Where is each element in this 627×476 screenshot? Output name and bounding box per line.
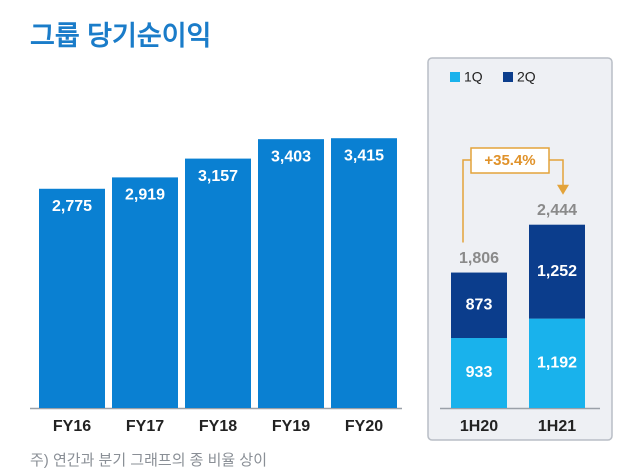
legend-swatch bbox=[450, 72, 460, 82]
arrow bbox=[549, 159, 564, 187]
x-tick-label: FY20 bbox=[345, 418, 383, 435]
x-tick-label: FY17 bbox=[126, 418, 164, 435]
value-label: 2,775 bbox=[52, 198, 92, 215]
annotation: +35.4% bbox=[484, 152, 535, 169]
bar bbox=[331, 138, 397, 408]
bar-segment bbox=[451, 338, 507, 408]
bar-segment bbox=[529, 318, 585, 408]
bar bbox=[258, 139, 324, 408]
bar-segment bbox=[529, 224, 585, 319]
total-label: 2,444 bbox=[537, 202, 577, 219]
value-label: 933 bbox=[466, 364, 493, 381]
x-tick-label: FY16 bbox=[53, 418, 91, 435]
bar bbox=[185, 158, 251, 408]
bar bbox=[112, 177, 178, 408]
value-label: 3,415 bbox=[344, 147, 384, 164]
value-label: 3,403 bbox=[271, 148, 311, 165]
x-tick-label: 1H20 bbox=[460, 418, 498, 435]
legend-label: 1Q bbox=[464, 69, 483, 85]
arrow-head bbox=[557, 184, 569, 195]
legend-label: 2Q bbox=[517, 69, 536, 85]
value-label: 873 bbox=[466, 297, 493, 314]
value-label: 2,919 bbox=[125, 187, 165, 204]
page-title: 그룹 당기순이익 bbox=[30, 21, 211, 51]
value-label: 1,192 bbox=[537, 355, 577, 372]
legend-swatch bbox=[503, 72, 513, 82]
x-tick-label: 1H21 bbox=[538, 418, 576, 435]
bar-segment bbox=[451, 272, 507, 339]
footnote: 주) 연간과 분기 그래프의 종 비율 상이 bbox=[30, 452, 267, 469]
value-label: 1,252 bbox=[537, 263, 577, 280]
arrow bbox=[462, 159, 471, 243]
bar bbox=[39, 188, 105, 408]
x-tick-label: FY19 bbox=[272, 418, 310, 435]
annotation-box bbox=[470, 147, 550, 174]
x-tick-label: FY18 bbox=[199, 418, 237, 435]
total-label: 1,806 bbox=[459, 250, 499, 267]
value-label: 3,157 bbox=[198, 168, 238, 185]
